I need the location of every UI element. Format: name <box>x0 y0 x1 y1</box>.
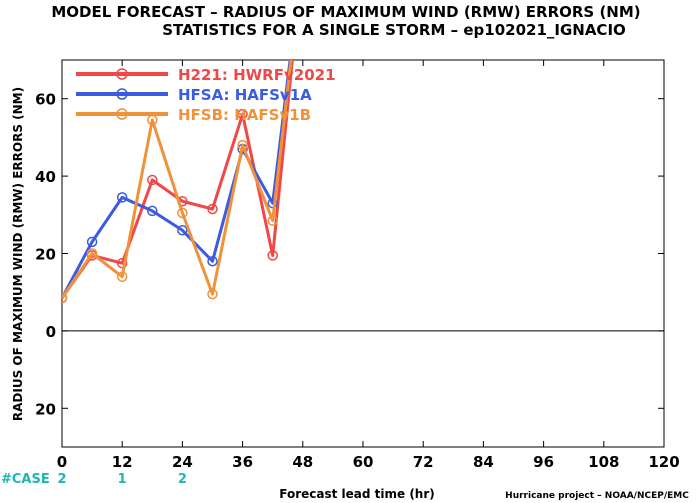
x-tick-label: 120 <box>648 453 679 471</box>
data-point <box>267 215 278 226</box>
x-tick-label: 108 <box>588 453 619 471</box>
y-tick-label: 20 <box>35 400 56 418</box>
y-axis-title: RADIUS OF MAXIMUM WIND (RMW) ERRORS (NM) <box>11 87 25 421</box>
chart-subtitle: STATISTICS FOR A SINGLE STORM – ep102021… <box>162 21 626 39</box>
x-tick-label: 72 <box>413 453 434 471</box>
legend: H221: HWRFv2021 HFSA: HAFSv1A HFSB: HAFSv1… <box>76 66 336 124</box>
y-tick-label: 20 <box>35 246 56 264</box>
x-tick-label: 84 <box>473 453 494 471</box>
data-point <box>267 250 278 261</box>
series-0 <box>62 60 294 304</box>
data-point <box>147 174 158 186</box>
y-tick-label: 40 <box>35 168 56 186</box>
legend-marker <box>116 68 128 80</box>
data-point <box>177 207 188 219</box>
x-tick-label: 48 <box>292 453 313 471</box>
data-point <box>86 236 98 248</box>
x-tick-label: 96 <box>533 453 554 471</box>
x-tick-label: 24 <box>172 453 193 471</box>
data-point <box>116 257 128 269</box>
series-2 <box>62 60 293 304</box>
x-tick-label: 12 <box>112 453 133 471</box>
legend-label: HFSB: HAFSv1B <box>178 106 311 124</box>
data-point <box>62 292 68 304</box>
case-count: 2 <box>57 472 66 487</box>
chart-title: MODEL FORECAST – RADIUS OF MAXIMUM WIND … <box>51 3 640 21</box>
data-point <box>207 255 218 267</box>
legend-label: H221: HWRFv2021 <box>178 66 336 84</box>
x-tick-label: 0 <box>57 453 67 471</box>
series-line <box>62 60 294 299</box>
x-tick-label: 60 <box>353 453 374 471</box>
data-point <box>237 139 248 151</box>
series-layer <box>62 60 294 304</box>
series-line <box>62 60 293 299</box>
data-point <box>86 248 98 259</box>
data-point <box>207 203 218 215</box>
y-tick-label: 60 <box>35 91 56 109</box>
legend-marker <box>116 108 128 120</box>
data-point <box>207 288 218 300</box>
x-axis-title: Forecast lead time (hr) <box>279 487 435 501</box>
plot-area: 0 12 24 36 48 60 72 84 96 108 120 20 0 20 40 60 H221: … <box>35 59 680 471</box>
credit-text: Hurricane project – NOAA/NCEP/EMC <box>505 491 689 501</box>
data-point <box>177 225 188 236</box>
data-point <box>116 192 128 203</box>
x-tick-label: 36 <box>232 453 253 471</box>
case-count-label: #CASE <box>1 472 50 487</box>
data-point <box>116 271 128 282</box>
case-count-values: 2 1 2 <box>57 472 186 487</box>
legend-label: HFSA: HAFSv1A <box>178 86 312 104</box>
data-point <box>237 108 248 120</box>
case-count: 1 <box>118 472 127 487</box>
case-count: 2 <box>178 472 187 487</box>
series-line <box>62 60 292 299</box>
x-axis-ticks: 0 12 24 36 48 60 72 84 96 108 120 <box>57 60 680 471</box>
y-tick-label: 0 <box>46 323 56 341</box>
legend-marker <box>116 88 128 100</box>
data-point <box>147 205 158 217</box>
y-axis-ticks: 20 0 20 40 60 <box>35 91 664 418</box>
plot-frame <box>61 59 665 448</box>
